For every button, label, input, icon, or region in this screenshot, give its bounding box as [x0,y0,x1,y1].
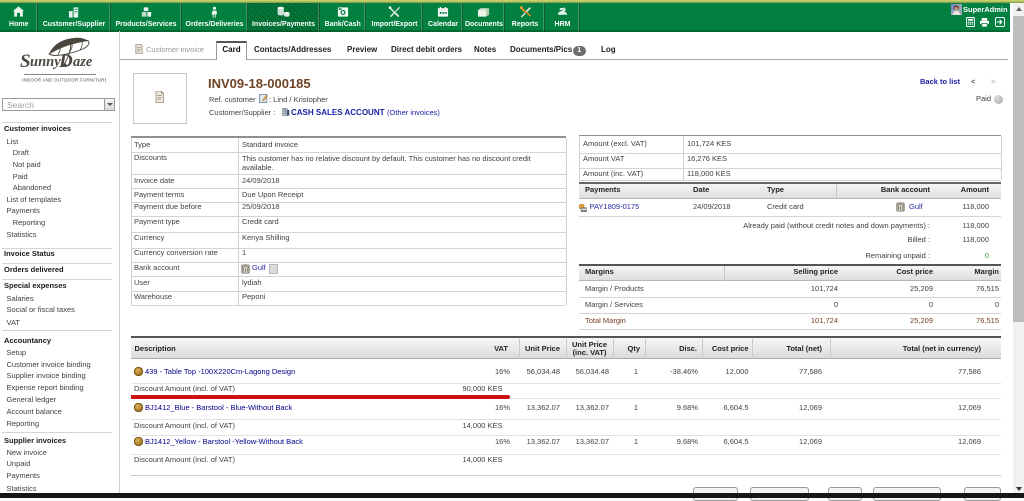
svg-text:INDOOR AND OUTDOOR FURNITURE: INDOOR AND OUTDOOR FURNITURE [22,78,106,83]
svg-text:aze: aze [73,54,93,70]
svg-text:unny: unny [30,54,61,70]
svg-text:D: D [58,51,73,72]
svg-text:S: S [20,51,31,72]
